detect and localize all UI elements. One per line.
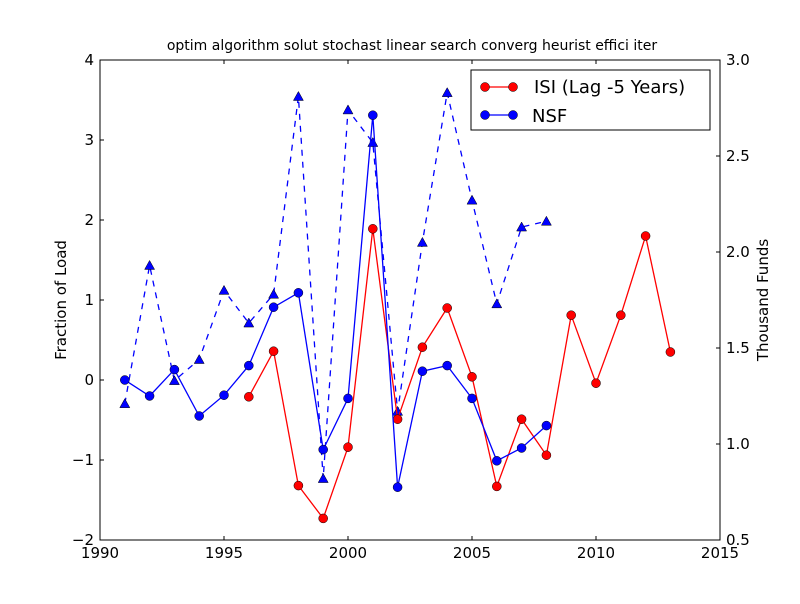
data-point-nsf <box>144 391 155 401</box>
data-point-isi-lag-5-years <box>343 442 353 452</box>
data-point-thousand-funds <box>193 354 205 364</box>
x-tick-label: 1995 <box>205 544 243 562</box>
data-point-isi-lag-5-years <box>442 303 452 313</box>
data-point-isi-lag-5-years <box>417 342 428 352</box>
data-point-isi-lag-5-years <box>268 346 279 356</box>
x-tick-label: 2010 <box>577 544 615 562</box>
data-point-nsf <box>516 443 527 453</box>
series-line-isi-lag-5-years <box>248 228 672 520</box>
legend-marker-isi <box>508 82 518 92</box>
y-right-tick-label: 1.0 <box>726 435 750 453</box>
data-point-isi-lag-5-years <box>392 414 403 424</box>
legend-marker-nsf <box>508 110 518 120</box>
legend-label-isi: ISI (Lag -5 Years) <box>534 77 685 98</box>
x-tick-label: 1990 <box>81 544 119 562</box>
y-right-tick-label: 1.5 <box>726 339 750 357</box>
data-point-nsf <box>169 364 180 375</box>
data-point-thousand-funds <box>292 90 304 101</box>
y-right-tick-label: 2.0 <box>726 243 750 261</box>
data-point-nsf <box>417 366 428 376</box>
data-point-nsf <box>442 360 452 371</box>
data-point-thousand-funds <box>317 473 329 483</box>
data-point-nsf <box>318 444 328 455</box>
x-tick-label: 2015 <box>701 544 739 562</box>
series-line-nsf <box>124 115 547 488</box>
data-point-nsf <box>268 302 279 312</box>
y-tick-label: −2 <box>72 531 94 549</box>
data-point-isi-lag-5-years <box>566 310 576 320</box>
x-tick-label: 2000 <box>329 544 367 562</box>
y-tick-label: 4 <box>84 51 94 69</box>
data-point-isi-lag-5-years <box>293 480 304 491</box>
data-point-isi-lag-5-years <box>492 481 502 492</box>
data-point-isi-lag-5-years <box>640 231 651 241</box>
data-point-thousand-funds <box>491 298 503 309</box>
data-point-thousand-funds <box>119 398 131 408</box>
data-point-isi-lag-5-years <box>541 450 552 460</box>
legend-box <box>470 69 711 131</box>
data-point-isi-lag-5-years <box>665 347 676 357</box>
y-tick-label: 3 <box>84 131 94 149</box>
data-point-thousand-funds <box>516 221 528 232</box>
data-point-isi-lag-5-years <box>516 414 527 424</box>
plot-area <box>100 60 720 540</box>
data-point-thousand-funds <box>540 215 552 226</box>
data-point-thousand-funds <box>342 104 354 115</box>
data-point-thousand-funds <box>466 194 478 205</box>
data-point-nsf <box>120 375 130 385</box>
data-point-isi-lag-5-years <box>616 310 626 320</box>
data-point-isi-lag-5-years <box>591 378 601 388</box>
y-tick-label: 2 <box>84 211 94 229</box>
data-point-isi-lag-5-years <box>318 513 328 524</box>
legend-marker-isi <box>480 82 490 92</box>
legend-marker-nsf <box>480 110 490 120</box>
legend-label-nsf: NSF <box>532 106 567 127</box>
legend: ISI (Lag -5 Years) NSF <box>470 69 711 131</box>
data-point-nsf <box>293 288 304 298</box>
y-right-tick-label: 3.0 <box>726 51 750 69</box>
data-point-nsf <box>492 456 502 466</box>
y-axis-label: Fraction of Load <box>52 240 70 360</box>
data-point-thousand-funds <box>144 259 156 270</box>
chart-title: optim algorithm solut stochast linear se… <box>167 38 658 54</box>
x-tick-label: 2005 <box>453 544 491 562</box>
data-point-thousand-funds <box>416 236 428 247</box>
y-axis-right-label: Thousand Funds <box>754 239 772 362</box>
data-point-thousand-funds <box>218 284 230 295</box>
data-point-isi-lag-5-years <box>368 224 378 234</box>
data-point-thousand-funds <box>268 288 280 299</box>
data-point-nsf <box>368 110 378 120</box>
y-right-tick-label: 2.5 <box>726 147 750 165</box>
data-point-nsf <box>244 360 254 371</box>
data-point-nsf <box>541 420 552 431</box>
y-tick-label: −1 <box>72 451 94 469</box>
y-tick-label: 1 <box>84 291 94 309</box>
y-tick-label: 0 <box>84 371 94 389</box>
data-point-nsf <box>194 411 204 421</box>
data-point-isi-lag-5-years <box>244 392 254 402</box>
y-right-tick-label: 0.5 <box>726 531 750 549</box>
data-point-nsf <box>219 390 229 400</box>
data-point-nsf <box>392 482 403 492</box>
data-point-isi-lag-5-years <box>467 372 477 382</box>
data-point-nsf <box>467 393 477 404</box>
data-point-nsf <box>343 393 353 404</box>
data-point-thousand-funds <box>441 87 453 97</box>
data-point-thousand-funds <box>168 375 180 385</box>
data-point-thousand-funds <box>243 317 255 328</box>
